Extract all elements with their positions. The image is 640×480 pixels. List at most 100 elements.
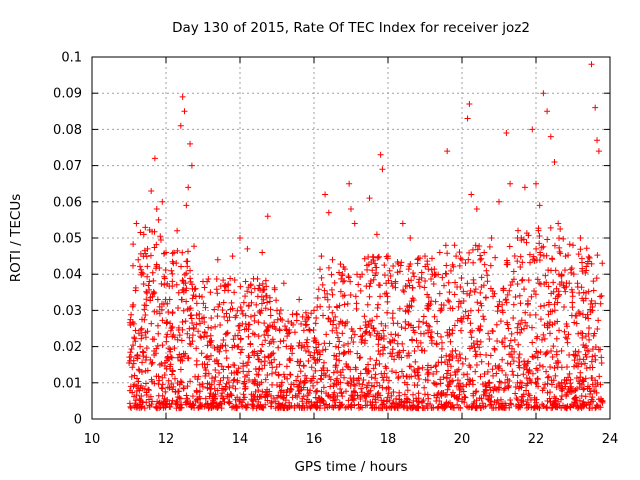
- data-point: [176, 351, 183, 358]
- data-point: [170, 260, 177, 267]
- data-point: [190, 325, 197, 332]
- data-point: [390, 263, 397, 270]
- data-point: [337, 318, 344, 325]
- data-point: [577, 369, 584, 376]
- data-point: [272, 369, 279, 376]
- data-point: [490, 387, 497, 394]
- data-point: [551, 320, 558, 327]
- data-point: [168, 325, 175, 332]
- data-point: [309, 375, 316, 382]
- data-point: [558, 392, 565, 399]
- data-point: [393, 395, 400, 402]
- data-point: [158, 306, 165, 313]
- data-point: [251, 348, 258, 355]
- data-point: [503, 299, 510, 306]
- data-point: [293, 317, 300, 324]
- data-point: [302, 322, 309, 329]
- data-point: [320, 312, 327, 319]
- data-point: [126, 354, 133, 361]
- data-point: [529, 353, 536, 360]
- data-point: [133, 392, 140, 399]
- data-point: [475, 307, 482, 314]
- data-point: [430, 281, 437, 288]
- data-point: [377, 351, 384, 358]
- data-point: [349, 395, 356, 402]
- data-point: [552, 404, 559, 411]
- data-point: [216, 301, 223, 308]
- data-point: [296, 296, 303, 303]
- data-point: [527, 259, 534, 266]
- data-point: [220, 337, 227, 344]
- data-point: [555, 220, 562, 227]
- data-point: [237, 283, 244, 290]
- data-point: [519, 259, 526, 266]
- data-point: [207, 352, 214, 359]
- data-point: [251, 331, 258, 338]
- data-point: [518, 380, 525, 387]
- data-point: [363, 393, 370, 400]
- data-point: [418, 269, 425, 276]
- data-point: [460, 288, 467, 295]
- data-point: [399, 220, 406, 227]
- data-point: [215, 303, 222, 310]
- data-point: [396, 354, 403, 361]
- data-point: [369, 267, 376, 274]
- data-point: [571, 395, 578, 402]
- data-point: [396, 349, 403, 356]
- data-point: [286, 355, 293, 362]
- data-point: [341, 292, 348, 299]
- data-point: [420, 319, 427, 326]
- data-point: [267, 352, 274, 359]
- data-point: [303, 321, 310, 328]
- data-point: [171, 375, 178, 382]
- data-point: [447, 399, 454, 406]
- data-point: [218, 405, 225, 412]
- data-point: [287, 371, 294, 378]
- data-point: [302, 372, 309, 379]
- data-point: [495, 364, 502, 371]
- data-point: [428, 364, 435, 371]
- data-point: [352, 293, 359, 300]
- data-point: [541, 302, 548, 309]
- data-point: [187, 312, 194, 319]
- data-point: [310, 354, 317, 361]
- data-point: [517, 321, 524, 328]
- data-point: [455, 382, 462, 389]
- data-point: [577, 330, 584, 337]
- data-point: [430, 404, 437, 411]
- data-point: [336, 350, 343, 357]
- data-point: [375, 301, 382, 308]
- data-point: [350, 389, 357, 396]
- data-point: [570, 242, 576, 249]
- data-point: [582, 360, 589, 367]
- data-point: [131, 334, 138, 341]
- data-point: [369, 401, 376, 408]
- data-point: [214, 387, 221, 394]
- data-point: [430, 371, 437, 378]
- data-point: [146, 387, 153, 394]
- data-point: [324, 404, 331, 411]
- data-point: [357, 287, 364, 294]
- data-point: [193, 389, 200, 396]
- data-point: [484, 396, 491, 403]
- data-point: [334, 334, 341, 341]
- data-point: [491, 398, 498, 405]
- data-point: [523, 387, 530, 394]
- data-point: [328, 271, 335, 278]
- data-point: [231, 369, 238, 376]
- data-point: [259, 388, 266, 395]
- data-point: [598, 359, 605, 366]
- data-point: [305, 348, 312, 355]
- data-point: [174, 388, 181, 395]
- data-point: [589, 364, 596, 371]
- data-point: [350, 339, 357, 346]
- data-point: [587, 391, 594, 398]
- data-point: [142, 224, 149, 231]
- data-point: [179, 287, 186, 294]
- data-point: [146, 396, 153, 403]
- data-point: [463, 403, 470, 410]
- data-point: [423, 320, 430, 327]
- data-point: [218, 363, 225, 370]
- data-point: [556, 235, 563, 242]
- data-point: [442, 242, 449, 249]
